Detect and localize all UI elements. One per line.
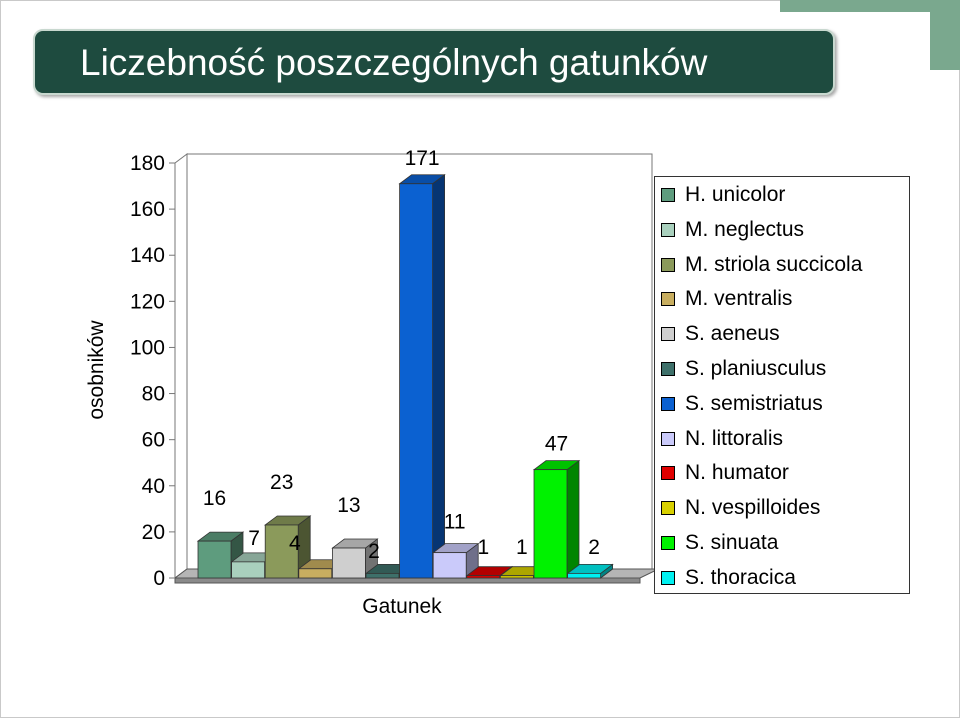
legend-label: S. planiusculus (685, 357, 827, 380)
y-axis-ticks: 0 20 40 60 80 100 120 140 160 180 (130, 152, 175, 590)
corner-decoration-side (930, 0, 960, 70)
data-label: 16 (203, 487, 226, 510)
legend-swatch (661, 466, 675, 481)
legend-label: S. sinuata (685, 531, 779, 554)
y-tick-label: 80 (142, 383, 165, 406)
legend-swatch (661, 362, 675, 376)
legend-swatch (661, 396, 675, 411)
slide-title: Liczebność poszczególnych gatunków (80, 42, 708, 83)
legend-item: M. ventralis (661, 286, 792, 312)
data-label: 4 (289, 532, 301, 555)
legend-label: N. littoralis (685, 426, 784, 450)
legend-item: N. littoralis (661, 426, 783, 452)
bar (432, 542, 480, 579)
legend-item: N. vespilloides (661, 495, 820, 521)
y-tick-label: 40 (142, 475, 165, 498)
y-tick-label: 120 (130, 290, 165, 313)
data-label: 13 (337, 494, 360, 517)
y-axis-label: osobników (85, 320, 108, 420)
legend-label: M. neglectus (685, 217, 805, 241)
legend-label: M. striola succicola (685, 252, 863, 276)
legend-swatch (661, 222, 675, 237)
data-label: 171 (405, 147, 440, 170)
y-tick-label: 20 (142, 521, 165, 544)
legend-item: M. striola succicola (661, 252, 862, 278)
data-label: 1 (516, 536, 528, 559)
legend-item: H. unicolor (661, 182, 785, 208)
data-label: 2 (368, 540, 380, 563)
legend-item: N. humator (661, 460, 789, 486)
data-label: 23 (270, 471, 293, 494)
legend-item: S. semistriatus (661, 391, 823, 417)
chart-legend: H. unicolor M. neglectus M. striola succic… (654, 176, 910, 594)
legend-item: S. thoracica (661, 565, 796, 591)
bar (566, 563, 614, 579)
legend-swatch (661, 327, 675, 342)
legend-item: M. neglectus (661, 217, 804, 243)
y-tick-label: 0 (153, 567, 165, 590)
legend-swatch (661, 292, 675, 307)
legend-swatch (661, 257, 675, 272)
legend-label: S. semistriatus (685, 391, 823, 415)
legend-item: S. sinuata (661, 530, 778, 556)
legend-swatch (661, 570, 675, 585)
legend-label: N. humator (685, 461, 789, 485)
legend-item: S. planiusculus (661, 356, 826, 382)
bar (532, 459, 581, 579)
data-label: 1 (477, 536, 489, 559)
y-tick-label: 100 (130, 336, 165, 359)
data-label: 7 (248, 527, 260, 550)
legend-swatch (661, 188, 675, 202)
legend-item: S. aeneus (661, 321, 780, 347)
data-label: 2 (588, 536, 600, 559)
x-axis-label: Gatunek (362, 595, 442, 618)
y-tick-label: 180 (130, 152, 165, 175)
corner-decoration-top (780, 0, 960, 12)
y-tick-label: 60 (142, 429, 165, 452)
chart-floor-edge (174, 577, 641, 584)
bar (398, 173, 446, 579)
legend-swatch (661, 501, 675, 516)
legend-label: N. vespilloides (685, 496, 821, 520)
data-label: 11 (444, 511, 466, 534)
legend-label: M. ventralis (685, 287, 793, 311)
chart-bars (196, 173, 614, 579)
y-tick-label: 140 (130, 244, 165, 267)
y-tick-label: 160 (130, 198, 165, 221)
left-wall (174, 153, 188, 579)
legend-label: S. aeneus (685, 322, 780, 346)
data-label: 47 (545, 433, 568, 456)
title-banner: Liczebność poszczególnych gatunków (33, 29, 835, 95)
legend-label: H. unicolor (685, 183, 786, 206)
legend-label: S. thoracica (685, 565, 796, 589)
legend-swatch (661, 536, 675, 550)
legend-swatch (661, 431, 675, 446)
